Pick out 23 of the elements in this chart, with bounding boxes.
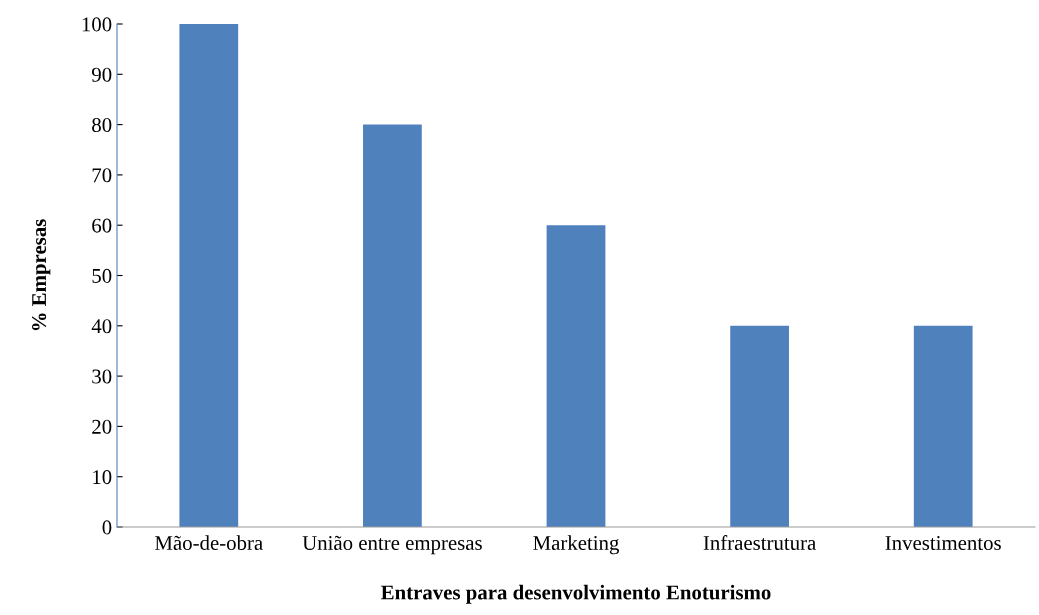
y-tick-label: 50 <box>92 268 112 283</box>
y-tick-label: 0 <box>102 520 112 535</box>
y-tick-label: 90 <box>91 67 112 82</box>
bar <box>363 124 422 527</box>
x-tick-label: Marketing <box>533 535 619 555</box>
y-tick-label: 20 <box>92 419 112 434</box>
y-tick-label: 40 <box>91 319 112 334</box>
x-tick-label: Investimentos <box>885 535 1001 550</box>
y-tick-label: 80 <box>92 117 112 133</box>
bar <box>913 325 973 527</box>
bar <box>546 225 606 527</box>
x-tick-label: Infraestrutura <box>703 535 816 550</box>
y-tick-label: 60 <box>92 218 112 233</box>
x-tick-label: União entre empresas <box>302 535 482 555</box>
bar <box>179 24 239 527</box>
bar <box>730 325 789 527</box>
y-tick-label: 100 <box>82 17 112 32</box>
x-axis-title: Entraves para desenvolvimento Enoturismo <box>381 584 771 604</box>
y-axis-title: % Empresas <box>32 219 51 331</box>
y-tick-label: 70 <box>92 168 112 183</box>
x-tick-label: Mão-de-obra <box>155 535 263 550</box>
y-tick-label: 10 <box>93 470 112 485</box>
y-tick-label: 30 <box>92 369 112 384</box>
